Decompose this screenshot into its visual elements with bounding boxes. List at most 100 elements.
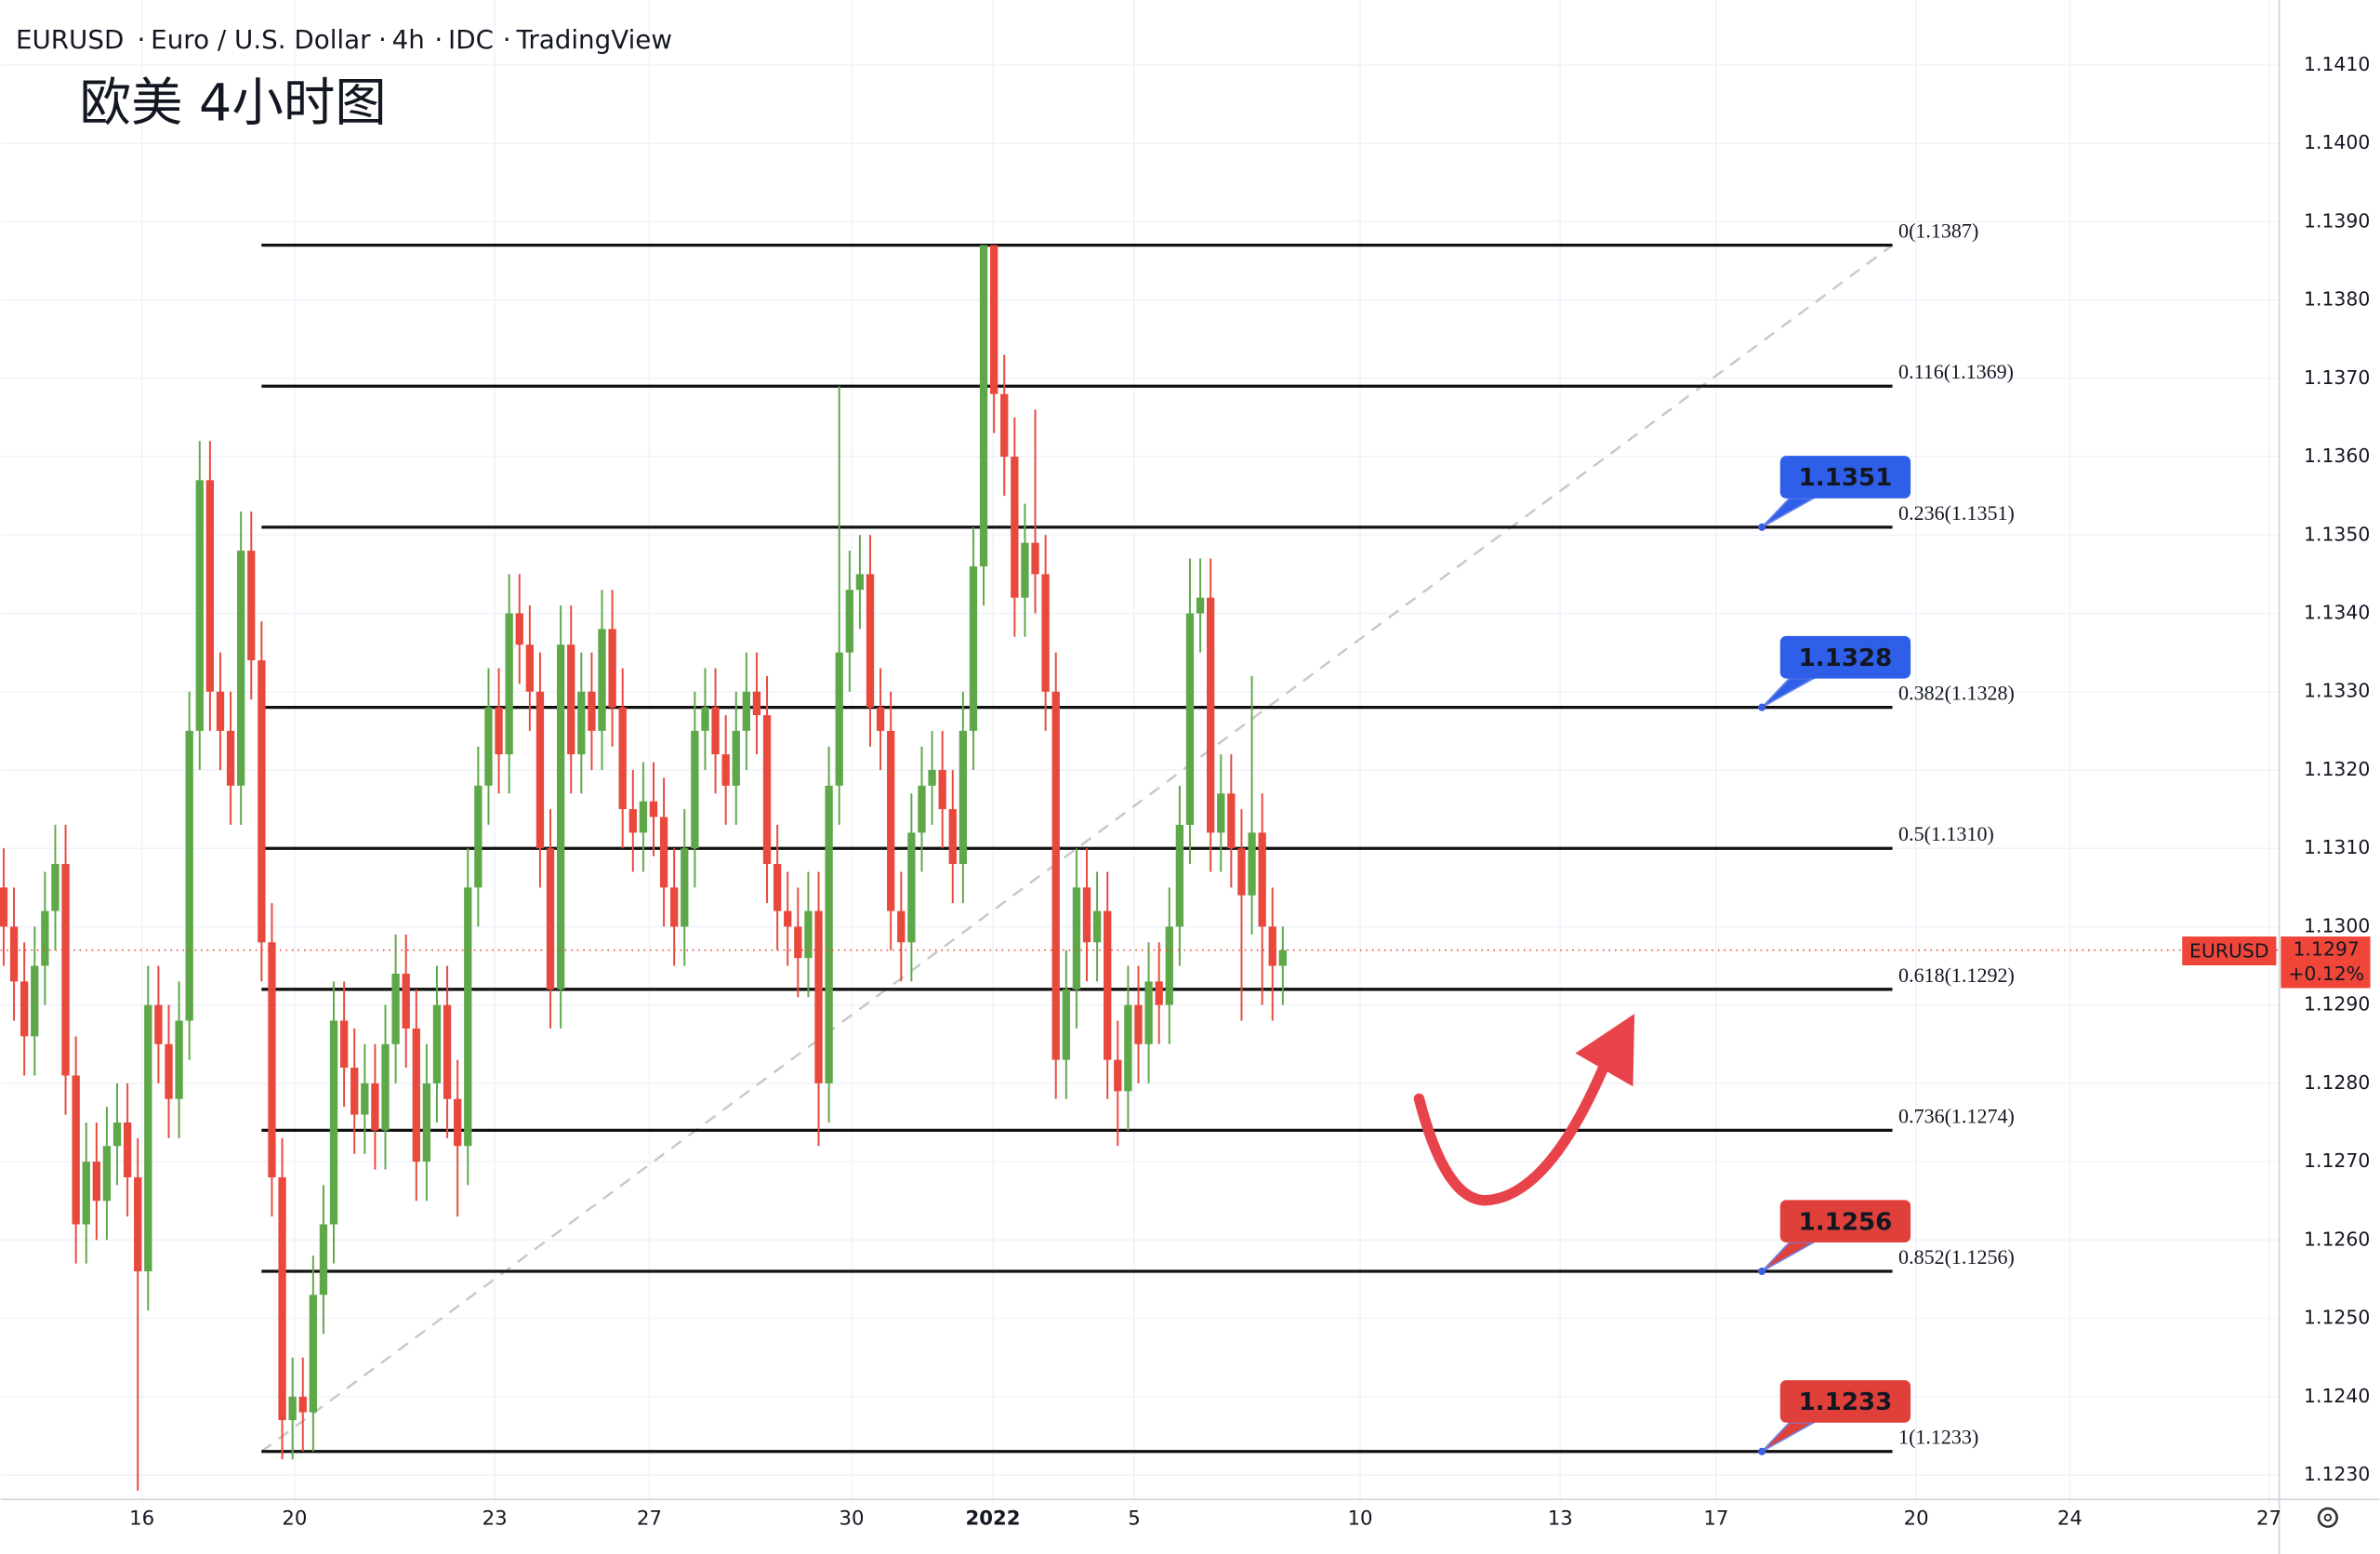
candle-body: [794, 926, 802, 959]
candle-body: [918, 785, 926, 833]
candle-body: [556, 644, 565, 990]
y-tick-label: 1.1230: [2304, 1463, 2370, 1485]
candle-body: [855, 574, 865, 591]
arrow-curve: [1413, 1056, 1611, 1206]
candle-body: [721, 754, 730, 786]
y-tick-label: 1.1390: [2304, 209, 2370, 232]
header: EURUSD · Euro / U.S. Dollar · 4h · IDC ·…: [16, 24, 672, 55]
y-tick-label: 1.1370: [2304, 366, 2370, 389]
candle-body: [897, 910, 906, 943]
y-tick-label: 1.1280: [2304, 1071, 2370, 1094]
candle-body: [1011, 457, 1019, 598]
y-tick-label: 1.1400: [2304, 131, 2370, 153]
callout-anchor: [1758, 1447, 1766, 1455]
y-tick-label: 1.1310: [2304, 836, 2370, 858]
y-tick-label: 1.1410: [2304, 53, 2370, 75]
candle-body: [134, 1176, 142, 1272]
x-tick-label: 16: [129, 1507, 154, 1530]
candle-body: [165, 1043, 173, 1099]
price-tag-value: 1.1297: [2294, 938, 2360, 961]
candle-body: [1041, 574, 1050, 692]
candle-body: [567, 644, 575, 755]
candle-body: [72, 1075, 80, 1225]
callout-box: [1779, 1200, 1911, 1243]
y-tick-label: 1.1250: [2304, 1307, 2370, 1329]
candle-body: [1104, 910, 1112, 1060]
callout-label: 1.1328: [1799, 644, 1893, 672]
candle-body: [391, 973, 400, 1044]
candle-body: [1092, 910, 1102, 943]
settings-icon[interactable]: [2317, 1507, 2338, 1528]
fib-label: 0.116(1.1369): [1898, 360, 2014, 383]
fib-label: 0.5(1.1310): [1898, 822, 1994, 845]
candle-body: [1144, 981, 1153, 1044]
candle-body: [628, 809, 637, 833]
candle-body: [1227, 793, 1236, 849]
x-tick-label: 5: [1128, 1507, 1141, 1530]
candle-body: [948, 809, 957, 865]
candle-body: [866, 574, 875, 708]
candle-body: [412, 1028, 420, 1162]
x-tick-label: 23: [483, 1507, 508, 1530]
candle-body: [443, 1004, 452, 1099]
callout-box: [1779, 635, 1911, 679]
candle-body: [1175, 824, 1184, 927]
y-tick-label: 1.1330: [2304, 680, 2370, 702]
candle-body: [154, 1004, 163, 1044]
candle-body: [969, 565, 978, 731]
candle-body: [371, 1082, 379, 1131]
candle-body: [484, 707, 493, 786]
gear[interactable]: [2317, 1507, 2338, 1528]
candle-body: [1278, 950, 1287, 966]
symbol-tag: [2182, 936, 2277, 966]
candle-body: [464, 887, 472, 1147]
candle-body: [92, 1162, 100, 1202]
callout-anchor: [1758, 523, 1766, 531]
candle-body: [989, 245, 998, 394]
candle-body: [588, 691, 596, 731]
candle-body: [546, 848, 555, 990]
symbol-tag-label: EURUSD: [2189, 939, 2268, 962]
candle-body: [845, 590, 853, 653]
axes: 1.1230 1.1240 1.1250 1.1260 1.1270 1.1280 1.12…: [129, 53, 2371, 1530]
candle-body: [742, 691, 751, 731]
candles: [0, 245, 2280, 1491]
arrow-head: [1575, 1014, 1635, 1087]
candle-body: [515, 613, 523, 645]
separator: ·: [434, 24, 443, 55]
x-tick-label: 27: [637, 1507, 662, 1530]
fib-retracement: 0(1.1387) 0.116(1.1369) 0.236(1.1351) 0.382…: [260, 219, 2015, 1455]
candle-body: [381, 1043, 390, 1131]
candle-body: [1031, 542, 1039, 575]
candle-body: [268, 942, 276, 1177]
callout-box: [1779, 456, 1911, 498]
candle-body: [82, 1162, 90, 1225]
candle-body: [1021, 542, 1029, 598]
candle-body: [1237, 848, 1246, 896]
candle-body: [907, 832, 916, 943]
candle-body: [1051, 691, 1060, 1060]
candle-body: [123, 1122, 132, 1177]
callout-pointer: [1761, 677, 1817, 709]
candle-body: [41, 910, 49, 966]
candle-body: [959, 730, 968, 865]
annotation-arrow: [1413, 1014, 1635, 1206]
x-tick-label: 2022: [966, 1507, 1021, 1530]
y-tick-label: 1.1270: [2304, 1149, 2370, 1172]
callout-box: [1779, 1380, 1911, 1423]
callout-anchor: [1758, 1267, 1766, 1276]
candle-body: [1155, 981, 1163, 1005]
candle-body: [701, 707, 709, 731]
candle-body: [1196, 597, 1205, 614]
price-tag: [2281, 936, 2371, 989]
candle-body: [598, 629, 606, 731]
candle-body: [1114, 1059, 1122, 1092]
candle-body: [618, 707, 627, 810]
fib-label: 0(1.1387): [1898, 219, 1978, 243]
candle-body: [1000, 393, 1009, 458]
x-tick-label: 17: [1703, 1507, 1728, 1530]
candle-body: [505, 613, 513, 755]
chart-title: 欧美 4小时图: [79, 73, 386, 133]
candle-body: [402, 973, 410, 1029]
